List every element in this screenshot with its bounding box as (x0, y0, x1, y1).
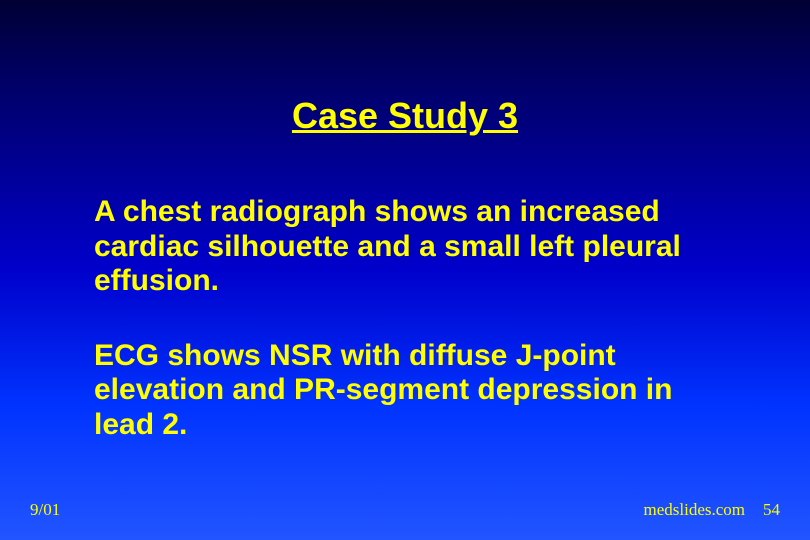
slide-body: A chest radiograph shows an increased ca… (94, 195, 740, 442)
footer-page-number: 54 (763, 500, 780, 519)
footer-date: 9/01 (30, 500, 60, 520)
footer-site: medslides.com (643, 500, 745, 519)
slide: Case Study 3 A chest radiograph shows an… (0, 0, 810, 540)
paragraph-2: ECG shows NSR with diffuse J-point eleva… (94, 339, 740, 443)
slide-title: Case Study 3 (0, 95, 810, 137)
footer-right: medslides.com 54 (625, 500, 780, 520)
paragraph-1: A chest radiograph shows an increased ca… (94, 195, 740, 299)
